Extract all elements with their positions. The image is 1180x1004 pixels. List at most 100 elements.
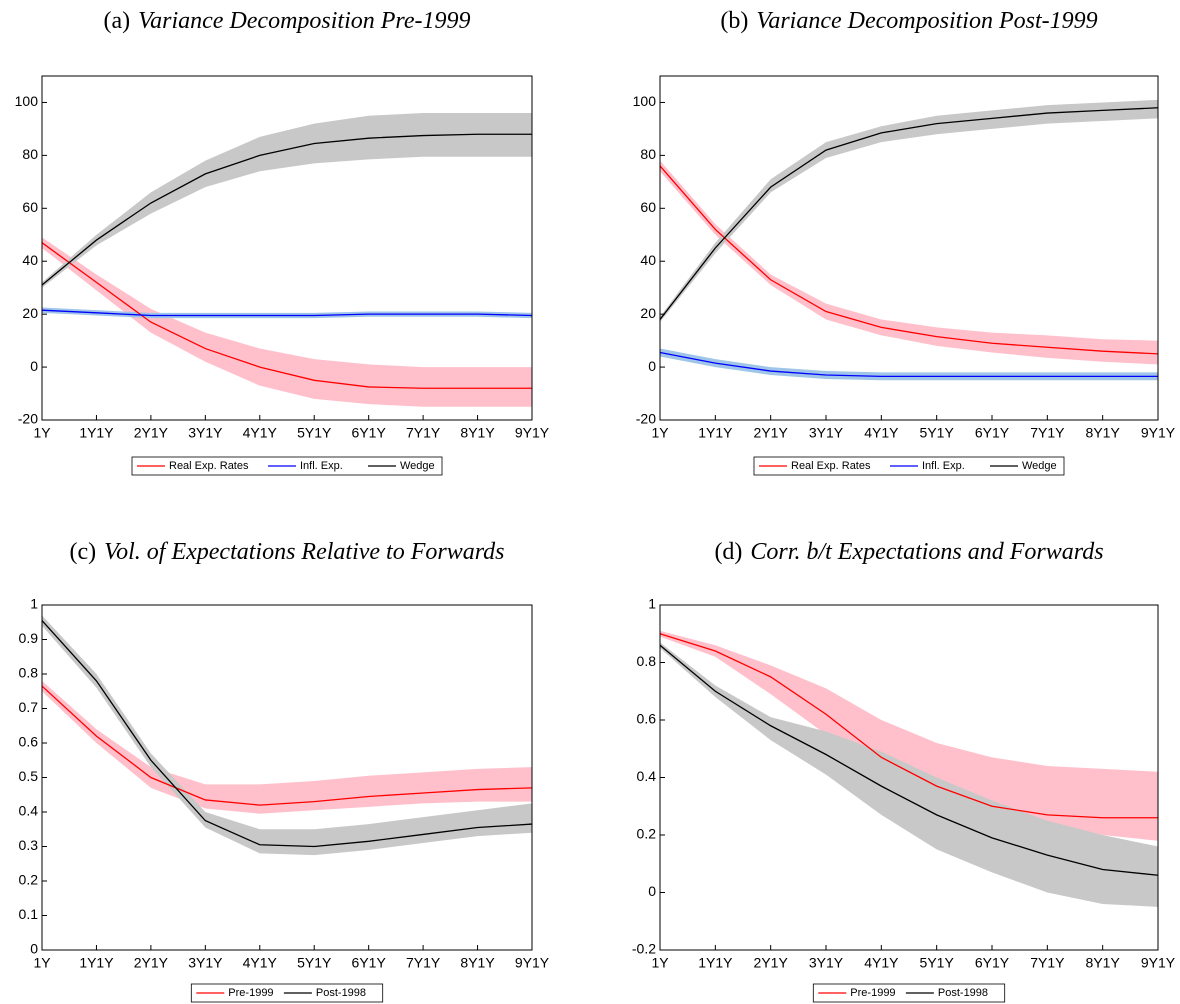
y-tick-label: 40 [22, 252, 38, 268]
confidence-band [660, 630, 1158, 841]
axes-box [41, 75, 533, 421]
y-tick-label: 0.6 [637, 711, 657, 727]
x-tick-label: 5Y1Y [297, 955, 332, 971]
panel-label: (d) [714, 539, 742, 565]
x-tick-label: 7Y1Y [1030, 425, 1065, 441]
series-line [41, 242, 532, 389]
series-line [41, 620, 533, 848]
x-tick-label: 3Y1Y [809, 955, 844, 971]
y-tick-label: 0.6 [19, 734, 39, 750]
axes-box [659, 75, 1159, 421]
series-line [41, 133, 532, 286]
panel: (c) Vol. of Expectations Relative to Forw… [19, 539, 550, 1003]
x-tick-label: 1Y [651, 955, 669, 971]
title-text: Corr. b/t Expectations and Forwards [750, 539, 1103, 565]
y-tick-label: 0.4 [637, 768, 657, 784]
x-tick-label: 3Y1Y [188, 425, 223, 441]
title-text: Vol. of Expectations Relative to Forward… [104, 539, 504, 565]
y-tick-label: 1 [648, 596, 656, 612]
legend-label: Infl. Exp. [922, 460, 965, 472]
x-tick-label: 9Y1Y [1141, 955, 1176, 971]
y-tick-label: 80 [640, 146, 656, 162]
y-tick-label: 20 [640, 305, 656, 321]
x-tick-label: 3Y1Y [188, 955, 223, 971]
legend: Pre-1999 Post-1998 [812, 983, 1006, 1003]
legend-label: Pre-1999 [228, 987, 273, 999]
confidence-band [42, 615, 532, 856]
legend-label: Post-1998 [316, 987, 366, 999]
legend: Pre-1999 Post-1998 [190, 983, 384, 1003]
x-tick-label: 8Y1Y [1086, 955, 1121, 971]
y-tick-label: 20 [22, 305, 38, 321]
y-tick-label: 0.7 [19, 699, 39, 715]
x-tick-label: 6Y1Y [352, 955, 387, 971]
panel-title: (d) Corr. b/t Expectations and Forwards [714, 539, 1103, 565]
y-tick-label: 0 [30, 941, 38, 957]
x-tick-label: 6Y1Y [975, 425, 1010, 441]
x-tick-label: 1Y [33, 425, 51, 441]
x-tick-label: 1Y1Y [79, 955, 114, 971]
x-tick-label: 2Y1Y [134, 955, 169, 971]
legend-label: Pre-1999 [850, 987, 895, 999]
y-tick-label: 80 [22, 146, 38, 162]
confidence-band [660, 99, 1158, 323]
y-tick-label: 0.8 [19, 665, 39, 681]
panel: (a) Variance Decomposition Pre-1999 -20 0 20… [15, 8, 550, 476]
x-tick-label: 4Y1Y [243, 955, 278, 971]
confidence-band [42, 237, 532, 407]
x-tick-label: 7Y1Y [1030, 955, 1065, 971]
x-tick-label: 9Y1Y [515, 955, 550, 971]
x-tick-label: 4Y1Y [864, 425, 899, 441]
y-tick-label: 40 [640, 252, 656, 268]
x-tick-label: 8Y1Y [460, 955, 495, 971]
x-tick-label: 3Y1Y [809, 425, 844, 441]
y-tick-label: 100 [633, 93, 657, 109]
legend-label: Post-1998 [938, 987, 988, 999]
y-tick-label: 0.3 [19, 837, 39, 853]
x-tick-label: 5Y1Y [920, 955, 955, 971]
y-tick-label: 0 [648, 883, 656, 899]
series-line [659, 351, 1158, 377]
confidence-band [660, 160, 1158, 365]
confidence-band [42, 113, 532, 288]
y-tick-label: 0.5 [19, 768, 39, 784]
legend-label: Wedge [1022, 460, 1057, 472]
y-tick-label: 60 [640, 199, 656, 215]
series-line [659, 633, 1158, 819]
y-tick-label: 0.1 [19, 906, 39, 922]
x-tick-label: 1Y1Y [79, 425, 114, 441]
series-line [659, 107, 1159, 320]
y-tick-label: 100 [15, 93, 39, 109]
y-tick-label: 0.4 [19, 803, 39, 819]
x-tick-label: 4Y1Y [864, 955, 899, 971]
y-tick-label: -0.2 [632, 941, 656, 957]
x-tick-label: 7Y1Y [406, 955, 441, 971]
confidence-band [660, 642, 1158, 907]
y-tick-label: -20 [636, 411, 656, 427]
x-tick-label: 4Y1Y [243, 425, 278, 441]
legend-label: Wedge [400, 460, 435, 472]
x-tick-label: 1Y [33, 955, 51, 971]
panel-label: (a) [103, 8, 130, 34]
legend: Real Exp. Rates Infl. Exp. Wedge [131, 456, 443, 476]
series-line [659, 644, 1159, 876]
panel-label: (b) [720, 8, 748, 34]
panel: (d) Corr. b/t Expectations and Forwards -0… [632, 539, 1176, 1003]
series-line [659, 165, 1159, 355]
legend-label: Real Exp. Rates [791, 460, 871, 472]
x-tick-label: 6Y1Y [975, 955, 1010, 971]
panel: (b) Variance Decomposition Post-1999 -20 0 2… [633, 8, 1176, 476]
y-tick-label: -20 [18, 411, 38, 427]
x-tick-label: 1Y1Y [698, 425, 733, 441]
y-tick-label: 60 [22, 199, 38, 215]
legend: Real Exp. Rates Infl. Exp. Wedge [753, 456, 1065, 476]
legend-label: Infl. Exp. [300, 460, 343, 472]
x-tick-label: 9Y1Y [515, 425, 550, 441]
x-tick-label: 9Y1Y [1141, 425, 1176, 441]
panel-title: (a) Variance Decomposition Pre-1999 [103, 8, 470, 34]
panel-label: (c) [69, 539, 96, 565]
y-tick-label: 0.2 [19, 872, 39, 888]
y-tick-label: 0.9 [19, 630, 39, 646]
x-tick-label: 2Y1Y [134, 425, 169, 441]
